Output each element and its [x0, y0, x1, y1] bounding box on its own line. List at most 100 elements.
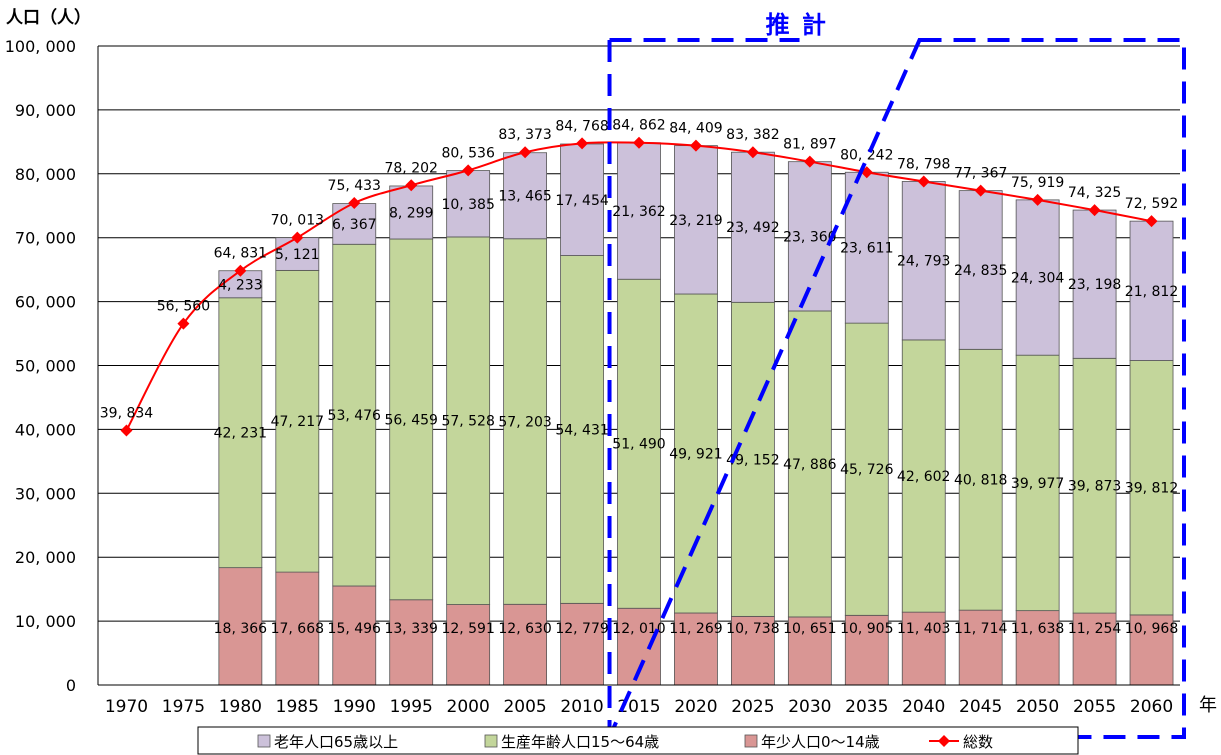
bar-value-label: 8, 299	[389, 205, 434, 221]
total-value-label: 77, 367	[954, 166, 1007, 182]
total-value-label: 72, 592	[1125, 196, 1178, 212]
bar-value-label: 23, 611	[840, 241, 893, 257]
bar-value-label: 40, 818	[954, 473, 1007, 489]
bar-segment	[503, 238, 548, 605]
x-tick-label: 2000	[447, 697, 490, 717]
bar-value-label: 10, 968	[1125, 621, 1178, 637]
total-value-label: 84, 768	[555, 118, 608, 134]
bar-value-label: 42, 231	[214, 426, 267, 442]
bar-value-label: 47, 217	[271, 414, 324, 430]
total-value-label: 70, 013	[271, 213, 324, 229]
x-tick-label: 1995	[390, 697, 433, 717]
x-tick-label: 2030	[788, 697, 831, 717]
total-line-group	[120, 136, 1158, 437]
total-value-label: 75, 919	[1011, 175, 1064, 191]
bar-value-label: 4, 233	[218, 277, 263, 293]
total-value-label: 84, 862	[612, 118, 665, 134]
total-marker	[689, 139, 702, 152]
bar-segment	[958, 190, 1003, 350]
bar-value-label: 51, 490	[612, 437, 665, 453]
bar-value-label: 12, 010	[612, 621, 665, 637]
bar-segment	[446, 604, 491, 686]
bar-value-label: 12, 630	[498, 621, 551, 637]
legend-label: 老年人口65歳以上	[274, 733, 398, 751]
total-value-label: 80, 536	[441, 145, 495, 161]
bar-value-label: 11, 638	[1011, 621, 1064, 637]
bar-value-label: 54, 431	[555, 422, 608, 438]
bar-segment	[617, 278, 661, 609]
bar-segment	[560, 143, 604, 256]
bar-value-label: 17, 454	[555, 193, 609, 209]
y-tick-label: 40, 000	[15, 420, 76, 439]
estimate-box-outline	[606, 38, 1186, 739]
total-marker	[405, 179, 418, 192]
legend-label: 生産年齢人口15～64歳	[501, 733, 659, 751]
total-value-label: 81, 897	[783, 137, 836, 153]
total-marker	[462, 164, 475, 177]
bar-value-label: 39, 873	[1068, 479, 1121, 495]
bar-value-label: 10, 651	[783, 621, 836, 637]
bar-segment	[958, 348, 1003, 611]
y-tick-label: 10, 000	[15, 612, 76, 631]
x-tick-label: 1970	[105, 697, 148, 717]
bar-value-label: 15, 496	[328, 621, 382, 637]
x-tick-label: 1975	[162, 697, 205, 717]
total-marker	[291, 231, 304, 244]
total-value-label: 75, 433	[328, 178, 381, 194]
bar-segment	[1129, 614, 1174, 686]
x-tick-label: 2050	[1016, 697, 1059, 717]
bar-segment	[730, 615, 775, 686]
total-marker	[576, 137, 589, 150]
total-marker	[120, 424, 133, 437]
bar-value-label: 24, 793	[897, 254, 950, 270]
x-tick-label: 1980	[219, 697, 262, 717]
bar-segment	[730, 301, 775, 617]
x-tick-label: 2040	[902, 697, 945, 717]
x-tick-label: 2020	[674, 697, 717, 717]
total-value-label: 39, 834	[100, 405, 154, 421]
bar-value-label: 13, 465	[498, 189, 551, 205]
total-marker	[974, 184, 987, 197]
total-value-label: 78, 798	[897, 156, 950, 172]
legend-label: 年少人口0～14歳	[761, 733, 880, 751]
y-tick-label: 30, 000	[15, 484, 76, 503]
total-value-label: 83, 373	[498, 127, 551, 143]
y-tick-label: 0	[66, 676, 76, 695]
bar-segment	[1015, 610, 1060, 686]
total-marker	[1145, 215, 1158, 228]
x-tick-label: 2025	[731, 697, 774, 717]
y-tick-label: 90, 000	[15, 101, 76, 120]
x-tick-label: 2045	[959, 697, 1002, 717]
bar-segment	[389, 238, 434, 601]
bar-segment	[674, 145, 718, 295]
total-value-label: 56, 560	[157, 299, 210, 315]
x-tick-label: 2060	[1130, 697, 1173, 717]
estimate-label: 推 計	[766, 11, 828, 39]
y-tick-label: 20, 000	[15, 548, 76, 567]
bar-value-label: 23, 360	[783, 229, 836, 245]
bar-value-label: 42, 602	[897, 469, 950, 485]
total-marker	[177, 317, 190, 330]
x-tick-label: 1985	[276, 697, 319, 717]
bar-value-label: 10, 385	[441, 197, 494, 213]
total-value-label: 84, 409	[669, 121, 722, 137]
bar-segment	[1072, 209, 1117, 359]
total-marker	[633, 136, 645, 149]
axes-group: 0 10, 000 20, 000 30, 000 40, 000 50, 000 60, …	[5, 7, 1217, 717]
y-tick-label: 80, 000	[15, 165, 76, 184]
x-tick-label: 2015	[617, 697, 660, 717]
y-axis-title: 人口（人）	[6, 7, 91, 28]
bar-segment	[275, 269, 320, 573]
bar-value-label: 57, 203	[498, 415, 551, 431]
bar-segment	[389, 185, 434, 240]
legend-swatch	[484, 734, 498, 748]
total-marker	[234, 264, 247, 277]
bar-segment	[446, 170, 491, 238]
bar-value-label: 24, 304	[1011, 271, 1065, 287]
bar-value-label: 11, 254	[1068, 621, 1122, 637]
bar-segment	[787, 310, 832, 618]
x-tick-label: 2055	[1073, 697, 1116, 717]
bar-segment	[275, 571, 320, 686]
legend: 老年人口65歳以上 生産年齢人口15～64歳 年少人口0～14歳 総数	[197, 726, 1079, 755]
estimate-box: 推 計	[606, 11, 1186, 739]
